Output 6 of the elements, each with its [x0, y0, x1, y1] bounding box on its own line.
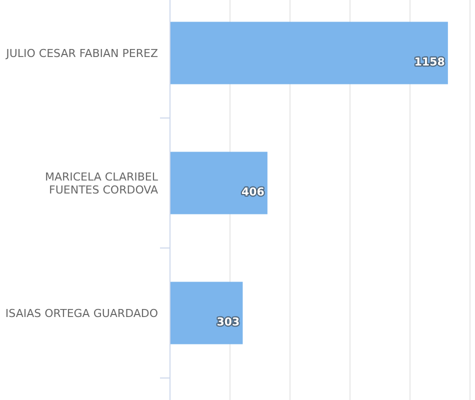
y-tick-label: MARICELA CLARIBEL FUENTES CORDOVA: [44, 170, 159, 196]
data-label: 1158: [414, 56, 445, 68]
data-label: 303: [216, 316, 240, 328]
y-tick-label: JULIO CESAR FABIAN PEREZ: [5, 46, 158, 60]
data-label: 406: [241, 186, 265, 198]
y-tick-label: ISAIAS ORTEGA GUARDADO: [5, 306, 158, 320]
